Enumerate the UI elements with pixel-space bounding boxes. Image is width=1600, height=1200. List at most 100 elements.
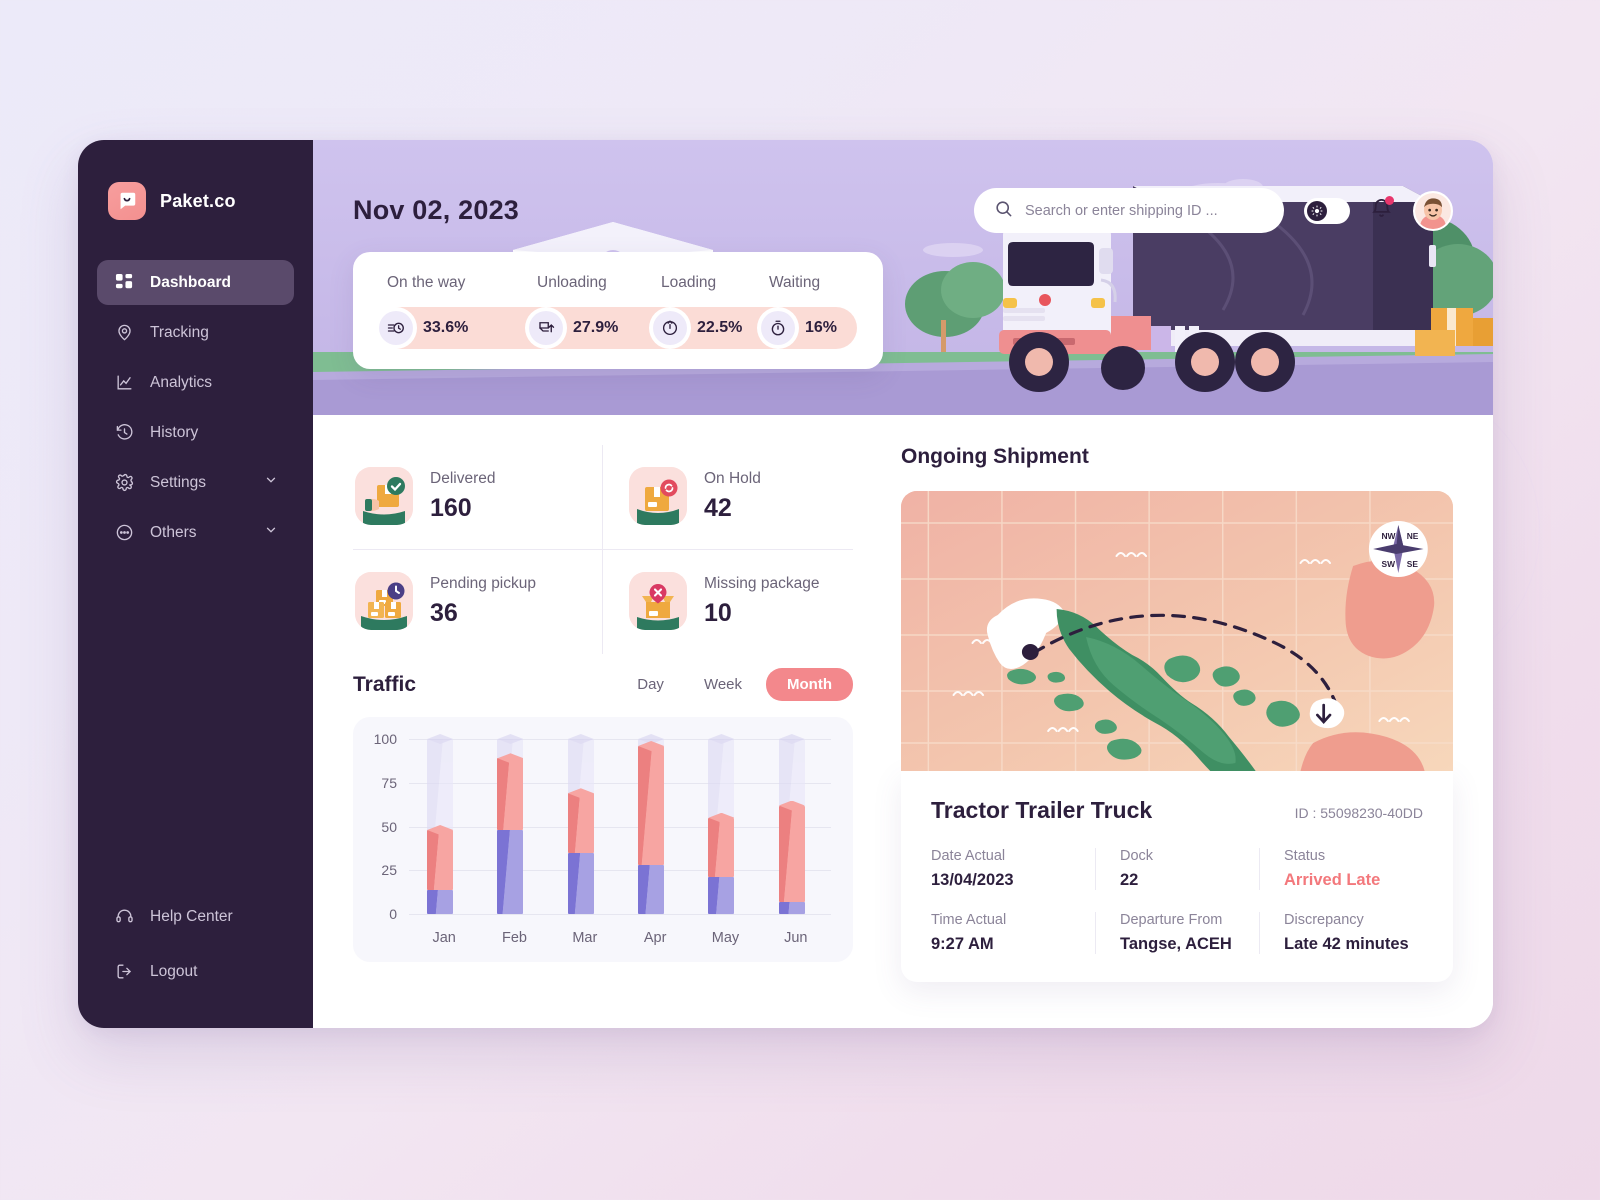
field-value: 22	[1120, 871, 1139, 889]
chart-bar-lower	[778, 901, 805, 914]
chart-bar[interactable]	[778, 739, 813, 914]
field-key: Date Actual	[931, 848, 1006, 864]
brand-name: Paket.co	[160, 190, 236, 211]
sidebar-item-dashboard[interactable]: Dashboard	[97, 260, 294, 305]
sidebar-nav: Dashboard Tracking Analytics History	[78, 260, 313, 555]
sidebar-item-logout[interactable]: Logout	[97, 949, 294, 994]
sidebar-item-label: Others	[150, 523, 197, 541]
status-item-loading[interactable]: 22.5%	[653, 311, 761, 345]
tab-day[interactable]: Day	[621, 668, 680, 701]
metric-card-on-hold[interactable]: On Hold 42	[603, 445, 853, 550]
metric-value: 160	[430, 493, 472, 522]
chart-bar[interactable]	[427, 739, 461, 914]
status-value: 22.5%	[697, 319, 743, 336]
ongoing-shipment-title: Ongoing Shipment	[901, 445, 1089, 468]
svg-text:SW: SW	[1382, 560, 1396, 569]
field-key: Discrepancy	[1284, 912, 1364, 928]
package-hold-icon	[629, 467, 687, 525]
status-item-on-the-way[interactable]: 33.6%	[379, 311, 529, 345]
sidebar-item-help-center[interactable]: Help Center	[97, 894, 294, 939]
gear-icon	[114, 472, 135, 493]
chart-x-tick: Jun	[784, 930, 808, 946]
sidebar-item-label: History	[150, 423, 199, 441]
main-area: Nov 02, 2023	[313, 140, 1493, 1028]
chart-bar-upper	[427, 830, 454, 890]
shipment-id: ID : 55098230-40DD	[1294, 805, 1423, 821]
chart-bar-lower	[497, 830, 524, 914]
header-controls	[974, 188, 1453, 233]
traffic-range-switch: Day Week Month	[621, 668, 853, 701]
chart-bar[interactable]	[497, 739, 531, 914]
chart-bar-upper	[638, 746, 665, 865]
status-value: 27.9%	[573, 319, 619, 336]
status-item-unloading[interactable]: 27.9%	[529, 311, 653, 345]
metric-card-pending-pickup[interactable]: Pending pickup 36	[353, 550, 603, 654]
avatar[interactable]	[1413, 190, 1453, 231]
chart-x-axis-labels: Jan Feb Mar Apr May Jun	[409, 930, 831, 946]
right-column: Ongoing Shipment	[881, 415, 1493, 1028]
chart-y-tick: 75	[381, 774, 397, 791]
sidebar-item-label: Analytics	[150, 373, 213, 391]
chevron-down-icon[interactable]	[264, 523, 278, 542]
chart-bar[interactable]	[708, 739, 742, 914]
shipment-field-dock: Dock 22	[1095, 848, 1259, 890]
clock-rewind-icon	[114, 422, 135, 443]
traffic-title: Traffic	[353, 672, 417, 696]
shipment-field-discrepancy: Discrepancy Late 42 minutes	[1259, 912, 1423, 954]
shipment-field-departure-from: Departure From Tangse, ACEH	[1095, 912, 1259, 954]
package-missing-icon	[629, 572, 687, 630]
field-key: Time Actual	[931, 912, 1007, 928]
chart-bar-lower	[708, 877, 735, 914]
dashboard-content: Delivered 160	[313, 415, 1493, 1028]
sidebar-item-others[interactable]: Others	[97, 510, 294, 555]
theme-toggle[interactable]	[1304, 197, 1350, 224]
metric-value: 10	[704, 598, 732, 627]
page-title: Nov 02, 2023	[353, 195, 520, 225]
svg-text:NW: NW	[1382, 532, 1396, 541]
traffic-bar-chart: 0 25 50 75 100	[374, 731, 831, 922]
notification-bell-button[interactable]	[1370, 195, 1394, 225]
metric-label: Delivered	[430, 469, 496, 487]
chart-bar-upper	[778, 805, 805, 902]
shipment-map[interactable]: NW NE SW SE	[901, 491, 1453, 771]
search-input[interactable]	[1025, 202, 1264, 219]
status-label: Unloading	[537, 274, 607, 291]
search-bar[interactable]	[974, 188, 1284, 233]
field-value: 9:27 AM	[931, 935, 994, 953]
sidebar-item-label: Tracking	[150, 323, 209, 341]
metric-label: On Hold	[704, 469, 761, 487]
chart-x-tick: May	[711, 930, 740, 946]
sidebar-item-tracking[interactable]: Tracking	[97, 310, 294, 355]
field-value: Late 42 minutes	[1284, 935, 1409, 953]
metric-card-missing-package[interactable]: Missing package 10	[603, 550, 853, 654]
shipment-field-time-actual: Time Actual 9:27 AM	[931, 912, 1095, 954]
chart-y-tick: 50	[381, 818, 397, 835]
field-value: 13/04/2023	[931, 871, 1014, 889]
box-up-arrow-icon	[529, 311, 563, 345]
app-logo-icon	[108, 182, 146, 220]
sidebar-item-settings[interactable]: Settings	[97, 460, 294, 505]
status-item-waiting[interactable]: 16%	[761, 311, 837, 345]
chart-bar[interactable]	[638, 739, 672, 914]
chart-bar-lower	[427, 889, 454, 914]
chart-gridline	[409, 782, 831, 784]
sidebar-item-history[interactable]: History	[97, 410, 294, 455]
chart-bar-lower	[638, 865, 665, 914]
chart-x-tick: Apr	[643, 930, 667, 946]
status-label: Loading	[661, 274, 717, 291]
shipment-details-card: Tractor Trailer Truck ID : 55098230-40DD…	[901, 771, 1453, 982]
chart-bars	[409, 739, 831, 914]
tab-month[interactable]: Month	[766, 668, 853, 701]
chevron-down-icon[interactable]	[264, 473, 278, 492]
line-chart-icon	[114, 372, 135, 393]
chart-bar-lower	[567, 852, 594, 914]
chart-gridline	[409, 914, 831, 915]
metric-card-delivered[interactable]: Delivered 160	[353, 445, 603, 550]
dots-circle-icon	[114, 522, 135, 543]
status-label: Waiting	[769, 274, 821, 291]
shipment-name: Tractor Trailer Truck	[931, 797, 1153, 823]
traffic-header: Traffic Day Week Month	[353, 668, 853, 701]
sidebar-item-analytics[interactable]: Analytics	[97, 360, 294, 405]
chart-bar[interactable]	[567, 739, 602, 914]
tab-week[interactable]: Week	[688, 668, 758, 701]
